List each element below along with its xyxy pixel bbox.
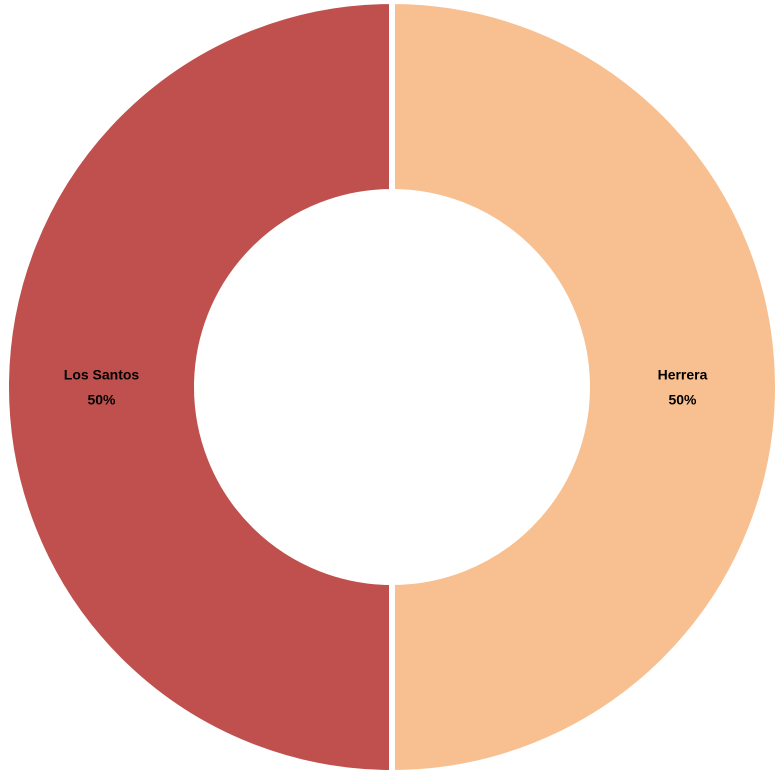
- slice-value-label: 50%: [87, 392, 116, 408]
- slice-label: Herrera: [658, 367, 708, 383]
- donut-slice: [3, 0, 395, 774]
- slice-label: Los Santos: [64, 367, 140, 383]
- slice-value-label: 50%: [668, 392, 697, 408]
- donut-slice: [389, 0, 781, 774]
